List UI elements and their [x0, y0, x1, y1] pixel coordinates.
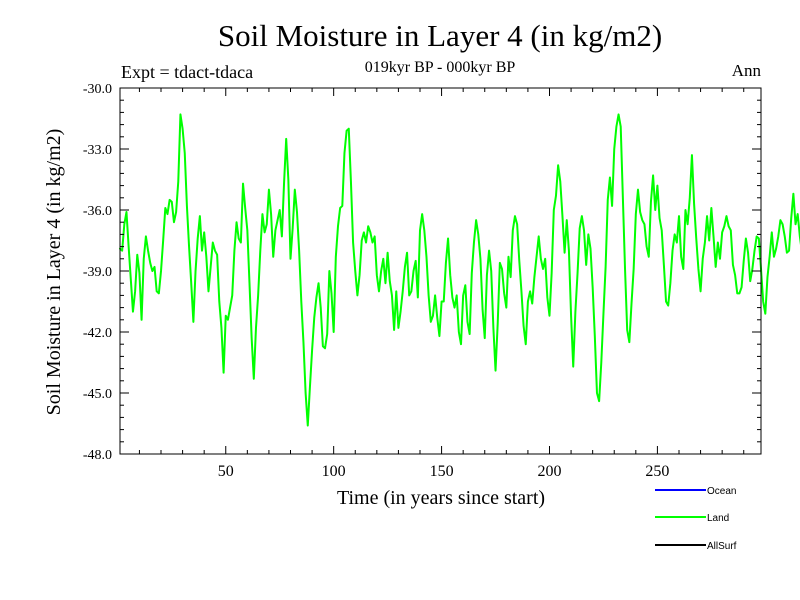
y-tick-label: -42.0 — [83, 326, 112, 341]
y-tick-label: -45.0 — [83, 387, 112, 402]
x-tick-label: 100 — [322, 463, 346, 480]
y-tick-label: -39.0 — [83, 265, 112, 280]
chart-subtitle: 019kyr BP - 000kyr BP — [365, 59, 516, 76]
x-axis: 50 100 150 200 250 — [138, 88, 745, 480]
experiment-label: Expt = tdact-tdaca — [121, 62, 253, 82]
y-tick-label: -30.0 — [83, 82, 112, 97]
season-label: Ann — [732, 61, 762, 80]
legend: Ocean Land AllSurf — [655, 486, 737, 552]
y-tick-label: -36.0 — [83, 204, 112, 219]
y-axis-label: Soil Moisture in Layer 4 (in kg/m2) — [43, 129, 65, 416]
y-axis: -48.0 -45.0 -42.0 -39.0 -36.0 -33.0 -30.0 — [83, 82, 761, 463]
series-layer — [119, 113, 800, 427]
legend-label-land: Land — [707, 513, 729, 524]
y-tick-label: -48.0 — [83, 448, 112, 463]
x-axis-label: Time (in years since start) — [337, 487, 545, 509]
x-tick-label: 150 — [430, 463, 454, 480]
y-tick-label: -33.0 — [83, 143, 112, 158]
chart-title: Soil Moisture in Layer 4 (in kg/m2) — [218, 18, 662, 53]
legend-label-ocean: Ocean — [707, 486, 736, 497]
x-tick-label: 250 — [645, 463, 669, 480]
series-line-land — [119, 113, 800, 427]
plot-area: 50 100 150 200 250 -48.0 -45.0 -42.0 -39.0 -36.0… — [83, 82, 800, 480]
x-tick-label: 200 — [537, 463, 561, 480]
x-tick-label: 50 — [218, 463, 234, 480]
legend-label-allsurf: AllSurf — [707, 541, 737, 552]
